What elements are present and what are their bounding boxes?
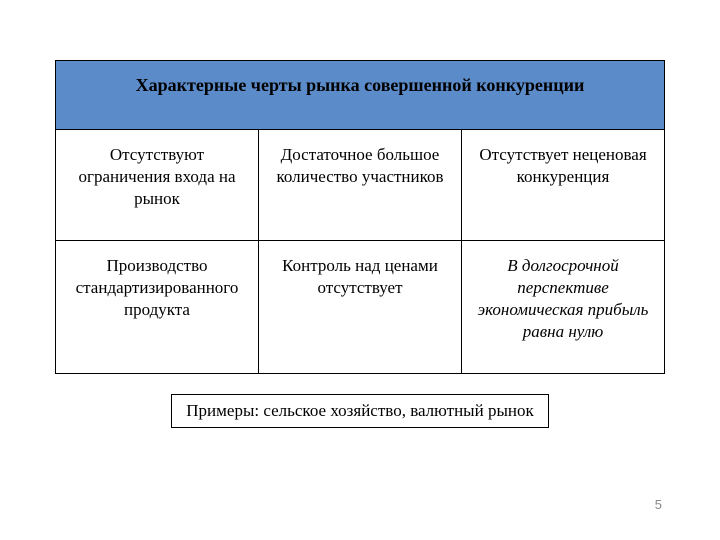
examples-text: Примеры: сельское хозяйство, валютный ры… [171,394,548,428]
table-title: Характерные черты рынка совершенной конк… [56,61,665,130]
cell-entry-barriers: Отсутствуют ограничения входа на рынок [56,129,259,240]
table-header-row: Характерные черты рынка совершенной конк… [56,61,665,130]
cell-zero-profit: В долгосрочной перспективе экономическая… [462,240,665,373]
table-row: Отсутствуют ограничения входа на рынок Д… [56,129,665,240]
cell-standardized-product: Производство стандартизированного продук… [56,240,259,373]
examples-container: Примеры: сельское хозяйство, валютный ры… [55,374,665,428]
table-row: Производство стандартизированного продук… [56,240,665,373]
cell-no-nonprice-competition: Отсутствует неценовая конкуренция [462,129,665,240]
cell-no-price-control: Контроль над ценами отсутствует [259,240,462,373]
cell-many-participants: Достаточное большое количество участнико… [259,129,462,240]
page-number: 5 [655,497,662,512]
characteristics-table: Характерные черты рынка совершенной конк… [55,60,665,374]
